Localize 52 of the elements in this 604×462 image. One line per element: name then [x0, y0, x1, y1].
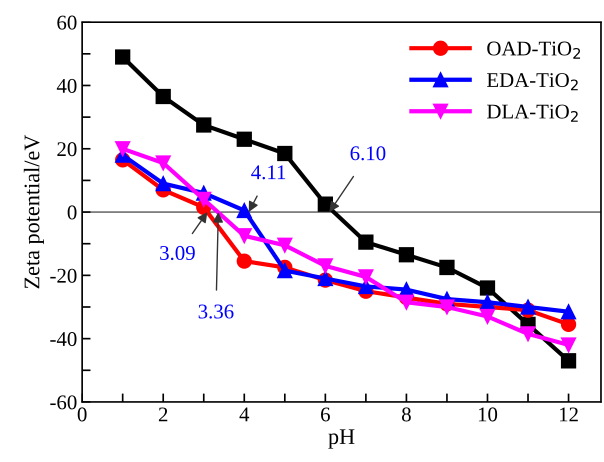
point: [398, 247, 414, 262]
point: [156, 176, 171, 192]
point: [398, 294, 414, 310]
x-tick-label: 10: [478, 407, 498, 422]
point: [115, 49, 130, 65]
x-tick-label: 4: [239, 408, 250, 422]
x-tick-label: 6: [321, 407, 330, 422]
x-tick-label: 0: [78, 407, 87, 422]
point: [318, 258, 333, 274]
legend-label: DLA-TiO$_{2}$: [486, 104, 578, 122]
x-tick-label: 8: [402, 407, 411, 422]
legend-label: EDA-TiO$_{2}$: [486, 73, 578, 90]
point: [480, 294, 496, 310]
y-axis-title: Zeta potential/eV: [24, 134, 44, 288]
point: [277, 238, 292, 253]
y-tick-label: -40: [50, 332, 76, 346]
point: [520, 299, 536, 315]
point: [520, 326, 536, 342]
point: [480, 308, 496, 324]
annotation: 4.11: [251, 165, 286, 180]
point: [236, 202, 252, 218]
point: [439, 299, 455, 315]
point: [236, 253, 252, 269]
annotation: 3.36: [198, 304, 234, 319]
point: [560, 353, 576, 368]
annotation: 3.09: [160, 246, 195, 260]
point: [560, 304, 576, 320]
y-tick-label: 0: [68, 205, 76, 220]
point: [358, 269, 374, 285]
y-tick-label: 60: [57, 16, 76, 30]
y-tick-label: -60: [50, 395, 76, 410]
y-tick-label: 20: [57, 142, 76, 156]
point: [560, 337, 576, 353]
x-tick-label: 12: [560, 407, 578, 422]
point: [236, 132, 252, 147]
point: [480, 280, 496, 296]
point: [156, 155, 171, 171]
point: [236, 228, 252, 244]
point: [277, 262, 292, 278]
point: [196, 117, 212, 133]
x-axis-title: pH: [328, 429, 354, 449]
point: [277, 146, 292, 162]
point: [115, 141, 130, 156]
point: [439, 260, 455, 276]
annotation: 6.10: [350, 146, 386, 160]
y-tick-label: -20: [50, 268, 76, 283]
legend-label: OAD-TiO$_{2}$: [487, 42, 580, 59]
x-tick-label: 2: [158, 407, 168, 422]
y-tick-label: 40: [56, 78, 76, 93]
point: [156, 88, 171, 104]
point: [358, 234, 374, 250]
point: [196, 192, 212, 208]
